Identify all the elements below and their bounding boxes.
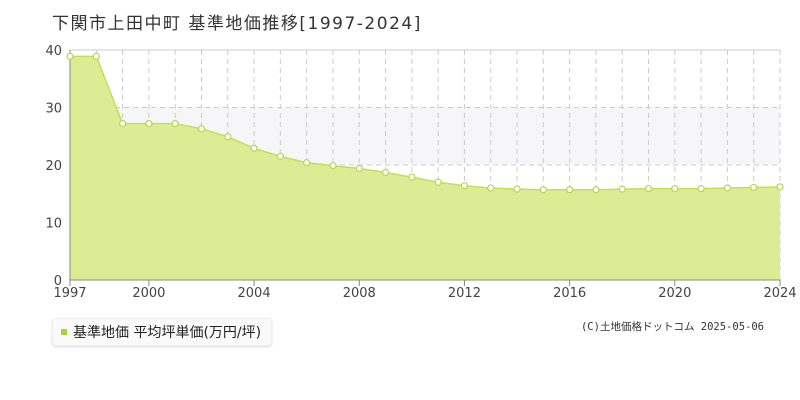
data-point xyxy=(697,184,705,193)
data-point xyxy=(408,173,416,181)
chart-title: 下関市上田中町 基準地価推移[1997-2024] xyxy=(52,14,422,34)
y-tick-label: 10 xyxy=(45,217,62,232)
data-point xyxy=(750,183,758,192)
data-point xyxy=(671,184,679,193)
data-point xyxy=(592,186,600,194)
data-point xyxy=(118,119,127,128)
data-point xyxy=(618,185,626,193)
data-point xyxy=(145,119,153,128)
data-point xyxy=(329,161,337,170)
x-tick-label: 2012 xyxy=(448,286,481,301)
data-point xyxy=(224,133,232,141)
data-point xyxy=(197,125,206,133)
x-tick-label: 1997 xyxy=(53,286,86,301)
data-point xyxy=(66,52,74,60)
data-point xyxy=(487,184,495,192)
data-point xyxy=(171,119,179,128)
y-tick-label: 40 xyxy=(45,44,62,59)
source-note: (C)土地価格ドットコム 2025-05-06 xyxy=(580,321,764,333)
x-tick-label: 2024 xyxy=(763,286,796,301)
data-point xyxy=(566,186,574,194)
data-point xyxy=(381,168,390,177)
y-tick-label: 30 xyxy=(45,102,62,117)
data-point xyxy=(723,184,732,192)
data-point xyxy=(644,184,653,193)
data-point xyxy=(539,186,547,194)
data-point xyxy=(776,183,784,191)
data-point xyxy=(513,185,521,193)
series-area xyxy=(70,56,780,281)
x-tick-label: 2004 xyxy=(238,286,271,301)
series-line xyxy=(70,55,781,191)
legend-swatch xyxy=(61,329,67,335)
chart-legend: 基準地価 平均坪単価(万円/坪) xyxy=(52,318,273,346)
data-point xyxy=(434,178,442,186)
data-point xyxy=(460,182,469,190)
x-tick-label: 2000 xyxy=(132,286,165,301)
data-point xyxy=(250,144,258,152)
x-tick-label: 2016 xyxy=(553,286,586,301)
y-tick-label: 0 xyxy=(54,274,62,289)
data-point xyxy=(276,152,284,160)
data-point xyxy=(303,159,311,167)
x-tick-label: 2020 xyxy=(658,286,691,301)
data-point xyxy=(355,164,363,173)
legend-label: 基準地価 平均坪単価(万円/坪) xyxy=(73,325,262,341)
x-tick-label: 2008 xyxy=(343,286,376,301)
y-tick-label: 20 xyxy=(45,159,62,174)
data-point xyxy=(92,52,100,60)
